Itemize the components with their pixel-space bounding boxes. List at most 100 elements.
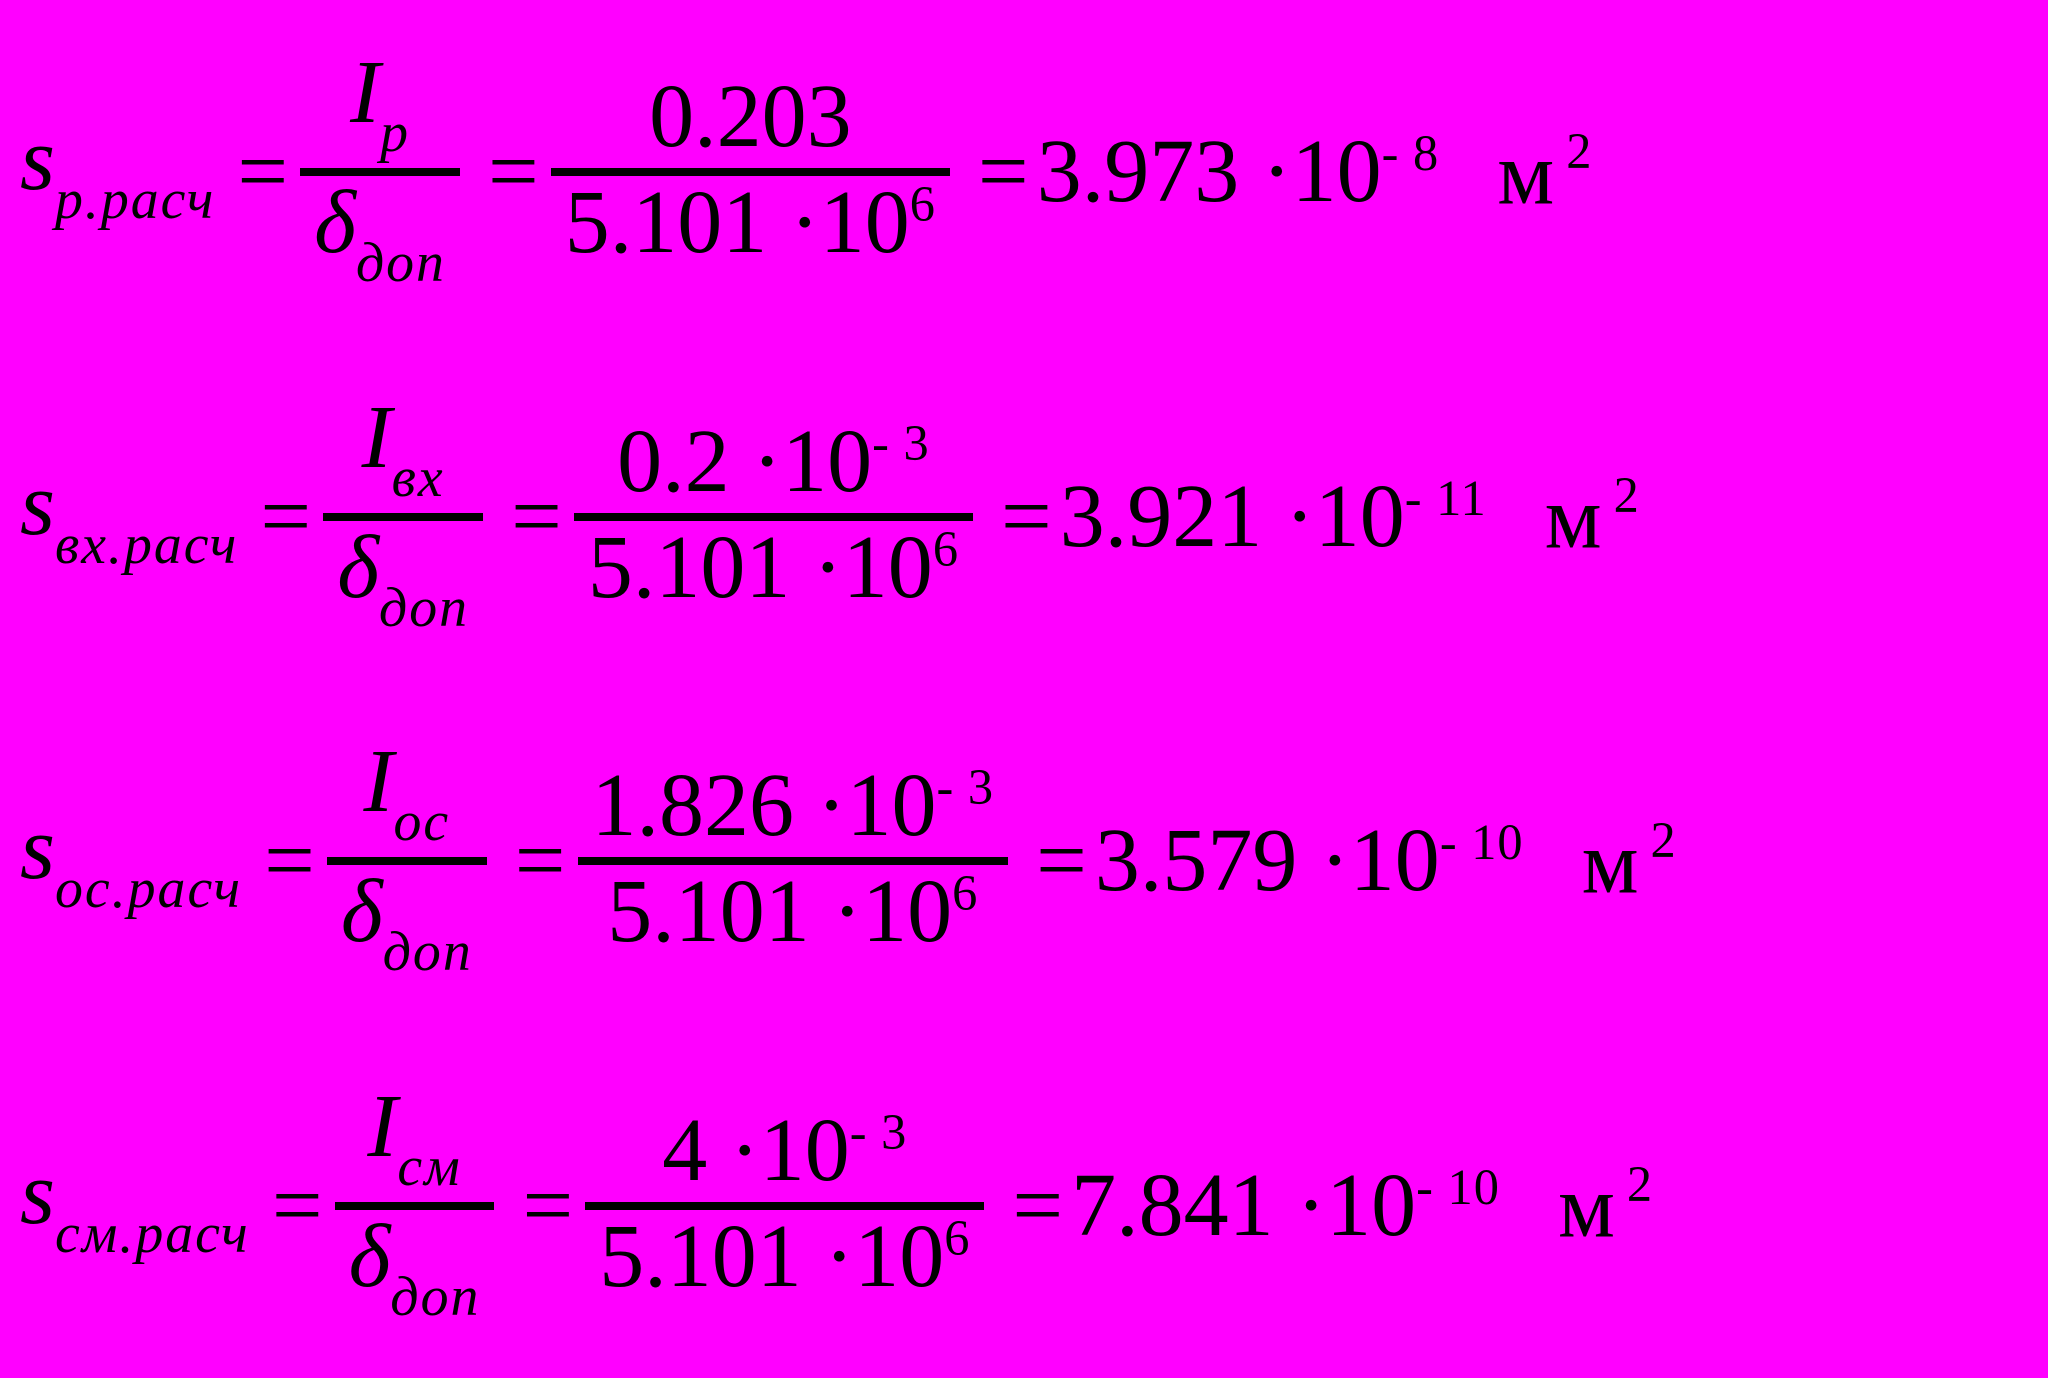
result-exponent: - 11 [1404, 469, 1487, 526]
result-mantissa: 7.841 ·10 [1071, 1155, 1417, 1255]
current-subscript: см [397, 1135, 462, 1198]
denominator-value: 5.101 ·10 [564, 173, 910, 273]
denominator-exponent: 6 [944, 1209, 971, 1266]
fraction-bar [300, 168, 460, 177]
lhs-base: s [20, 799, 56, 899]
delta-subscript: доп [390, 1265, 481, 1328]
numeric-fraction: 4 ·10- 3 5.101 ·106 [585, 1104, 985, 1308]
result-value: 7.841 ·10- 10 [1071, 1158, 1500, 1251]
result-exponent: - 10 [1416, 1158, 1500, 1215]
lhs-subscript: см.расч [55, 1202, 250, 1265]
unit-exponent: 2 [1650, 811, 1677, 868]
fraction-bar [585, 1201, 985, 1210]
numeric-fraction: 1.826 ·10- 3 5.101 ·106 [577, 759, 1009, 963]
lhs-subscript: вх.расч [55, 513, 239, 576]
denominator-value: 5.101 ·10 [607, 862, 953, 962]
unit-exponent: 2 [1626, 1156, 1654, 1213]
result-mantissa: 3.921 ·10 [1059, 466, 1405, 566]
symbolic-fraction: Iвх δдоп [323, 391, 484, 643]
numerator-exponent: - 3 [849, 1103, 908, 1160]
equals-sign: = [271, 1155, 323, 1255]
unit-base: м [1497, 123, 1555, 223]
equals-sign: = [260, 466, 312, 566]
equals-sign: = [511, 466, 562, 566]
fraction-numerator: Iос [349, 735, 464, 857]
equals-sign: = [1036, 811, 1087, 911]
unit-base: м [1544, 468, 1602, 568]
numerator-value: 0.2 ·10 [617, 411, 873, 511]
symbolic-fraction: Iос δдоп [326, 735, 487, 987]
numerator-value: 4 ·10 [662, 1100, 850, 1200]
fraction-denominator: δдоп [323, 521, 483, 643]
current-symbol: I [367, 1076, 398, 1176]
current-subscript: р [380, 102, 410, 165]
fraction-bar [334, 1201, 495, 1210]
result-value: 3.579 ·10- 10 [1095, 816, 1524, 906]
fraction-numerator: Iвх [348, 391, 459, 513]
current-symbol: I [350, 43, 381, 143]
equals-sign: = [977, 122, 1029, 222]
equals-sign: = [237, 122, 289, 222]
equals-sign: = [1012, 1155, 1064, 1255]
fraction-denominator: 5.101 ·106 [551, 176, 950, 274]
numerator-value: 0.203 [649, 67, 852, 167]
lhs-subscript: ос.расч [55, 858, 243, 921]
denominator-value: 5.101 ·10 [599, 1206, 945, 1306]
fraction-bar [326, 857, 487, 866]
delta-symbol: δ [337, 517, 380, 617]
symbolic-fraction: Iр δдоп [300, 46, 460, 298]
fraction-numerator: 1.826 ·10- 3 [578, 759, 1009, 857]
result-value: 3.921 ·10- 11 [1060, 469, 1487, 562]
unit-exponent: 2 [1613, 467, 1640, 524]
fraction-denominator: δдоп [335, 1210, 495, 1332]
fraction-numerator: Iр [336, 46, 424, 168]
formula-row-vx-rasch: sвх.расч = Iвх δдоп = 0.2 ·10- 3 5.101 ·… [0, 345, 2048, 690]
current-symbol: I [363, 732, 394, 832]
delta-subscript: доп [379, 576, 470, 639]
equals-sign: = [514, 811, 566, 911]
equals-sign: = [1001, 466, 1052, 566]
lhs-base: s [20, 1143, 56, 1243]
denominator-exponent: 6 [932, 520, 960, 577]
fraction-denominator: δдоп [300, 176, 460, 298]
fraction-numerator: 0.2 ·10- 3 [603, 415, 944, 513]
denominator-value: 5.101 ·10 [587, 517, 933, 617]
result-value: 3.973 ·10- 8 [1037, 127, 1440, 217]
fraction-bar [550, 168, 950, 177]
delta-symbol: δ [348, 1206, 391, 1306]
fraction-bar [577, 857, 1009, 866]
numerator-exponent: - 3 [936, 759, 995, 816]
formula-row-p-rasch: sр.расч = Iр δдоп = 0.203 5.101 ·106 = 3… [0, 0, 2048, 345]
delta-symbol: δ [340, 862, 383, 962]
numeric-fraction: 0.203 5.101 ·106 [550, 70, 950, 274]
lhs-variable: sос.расч [20, 804, 242, 918]
formula-row-os-rasch: sос.расч = Iос δдоп = 1.826 ·10- 3 5.101… [0, 689, 2048, 1034]
lhs-variable: sвх.расч [20, 459, 239, 576]
fraction-denominator: δдоп [327, 865, 487, 987]
unit-base: м [1557, 1157, 1615, 1257]
lhs-variable: sсм.расч [20, 1148, 250, 1265]
delta-subscript: доп [355, 232, 446, 295]
numeric-fraction: 0.2 ·10- 3 5.101 ·106 [573, 415, 974, 619]
delta-subscript: доп [382, 921, 473, 984]
formula-row-sm-rasch: sсм.расч = Iсм δдоп = 4 ·10- 3 5.101 ·10… [0, 1034, 2048, 1378]
fraction-numerator: 4 ·10- 3 [648, 1104, 921, 1202]
numerator-exponent: - 3 [872, 414, 930, 471]
fraction-bar [573, 512, 974, 521]
fraction-denominator: 5.101 ·106 [585, 1210, 984, 1308]
result-exponent: - 8 [1381, 125, 1440, 182]
fraction-denominator: 5.101 ·106 [574, 521, 973, 619]
fraction-bar [323, 512, 484, 521]
equals-sign: = [522, 1155, 574, 1255]
fraction-numerator: Iсм [353, 1080, 475, 1202]
fraction-denominator: 5.101 ·106 [593, 865, 992, 963]
result-mantissa: 3.579 ·10 [1094, 811, 1440, 911]
fraction-numerator: 0.203 [635, 70, 866, 168]
unit-base: м [1581, 812, 1639, 912]
denominator-exponent: 6 [909, 176, 936, 233]
delta-symbol: δ [314, 173, 356, 273]
current-subscript: вх [391, 446, 445, 509]
